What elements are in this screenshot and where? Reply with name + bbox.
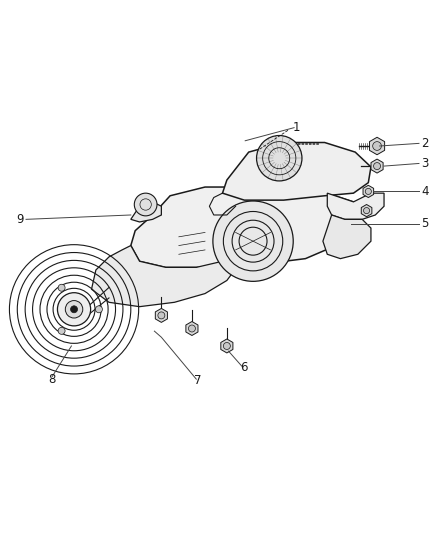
Text: 7: 7 <box>194 374 202 387</box>
Polygon shape <box>186 321 198 335</box>
Text: 6: 6 <box>240 361 248 374</box>
Polygon shape <box>221 339 233 353</box>
Text: 1: 1 <box>293 121 300 134</box>
Circle shape <box>365 188 371 195</box>
Text: 2: 2 <box>421 137 429 150</box>
Circle shape <box>257 135 302 181</box>
Circle shape <box>58 327 65 334</box>
Circle shape <box>213 201 293 281</box>
Polygon shape <box>371 159 383 173</box>
Circle shape <box>71 306 78 313</box>
Circle shape <box>373 142 381 150</box>
Polygon shape <box>327 193 384 220</box>
Polygon shape <box>370 138 385 155</box>
Text: 3: 3 <box>421 157 429 170</box>
Polygon shape <box>323 215 371 259</box>
Circle shape <box>223 343 230 350</box>
Polygon shape <box>361 205 372 217</box>
Circle shape <box>158 312 165 319</box>
Circle shape <box>364 207 370 214</box>
Circle shape <box>134 193 157 216</box>
Circle shape <box>57 293 91 326</box>
Polygon shape <box>155 309 167 322</box>
Text: 4: 4 <box>421 185 429 198</box>
Circle shape <box>374 163 381 169</box>
Polygon shape <box>131 202 161 222</box>
Circle shape <box>58 284 65 291</box>
Circle shape <box>95 306 102 313</box>
Text: 5: 5 <box>421 217 429 230</box>
Polygon shape <box>131 187 353 268</box>
Text: 9: 9 <box>17 213 24 226</box>
Polygon shape <box>92 246 240 306</box>
Circle shape <box>188 325 195 332</box>
Text: 8: 8 <box>49 373 56 386</box>
Circle shape <box>65 301 83 318</box>
Polygon shape <box>363 185 374 198</box>
Polygon shape <box>223 142 371 200</box>
